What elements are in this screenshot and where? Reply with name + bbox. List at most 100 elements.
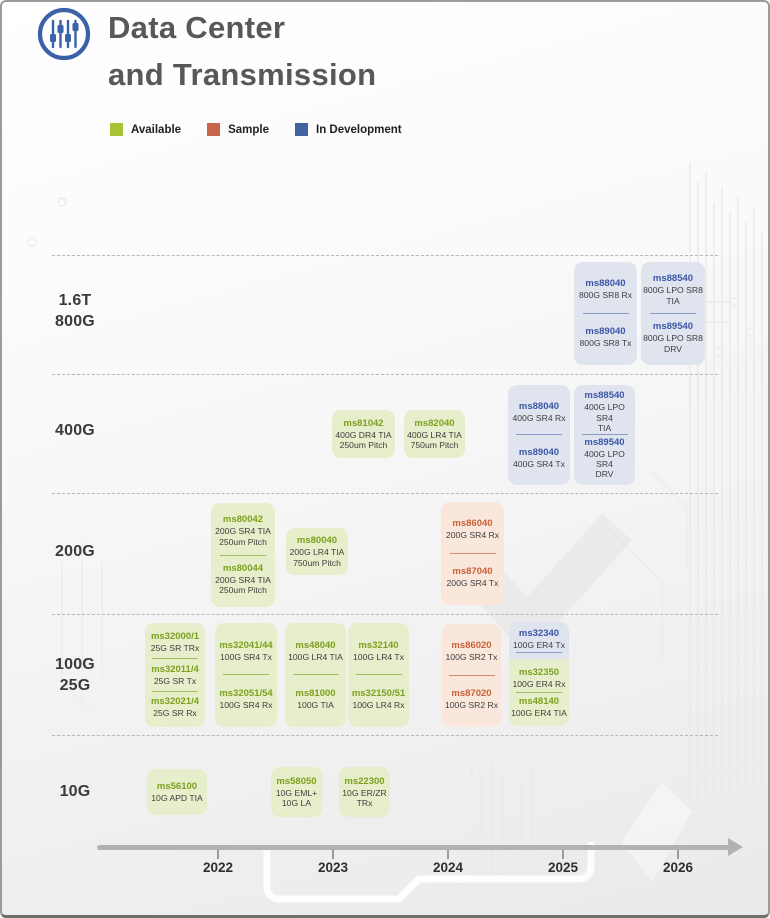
part-description: 10G APD TIA	[151, 792, 203, 803]
page-title: Data Center and Transmission	[108, 4, 376, 98]
part-description: 100G SR4 Rx	[219, 699, 273, 710]
product-card-100g-er4: ms32340 100G ER4 Tx ms32350 100G ER4 Rx …	[509, 622, 569, 726]
part-description: 100G LR4 Rx	[352, 699, 405, 710]
product-entry: ms32340 100G ER4 Tx	[513, 628, 565, 650]
part-number: ms86040	[452, 518, 493, 530]
product-entry: ms56100 10G APD TIA	[151, 781, 202, 803]
entry-divider	[355, 674, 402, 676]
product-entry: ms88540 400G LPO SR4 TIA	[576, 390, 633, 433]
row-separator	[52, 735, 718, 736]
part-number: ms32041/44	[219, 639, 273, 651]
entry-divider	[152, 690, 198, 692]
timeline-arrowhead-icon	[728, 838, 743, 856]
title-line-1: Data Center	[108, 10, 286, 45]
entry-divider	[582, 312, 629, 314]
year-label-2023: 2023	[317, 860, 349, 875]
product-entry: ms80044 200G SR4 TIA 250um Pitch	[215, 563, 271, 596]
part-description: 400G LPO SR4 DRV	[584, 448, 625, 480]
product-card-400g-lpo-sr4: ms88540 400G LPO SR4 TIA ms89540 400G LP…	[574, 385, 635, 485]
mixer-sliders-icon	[37, 7, 91, 61]
legend-label: Sample	[228, 123, 269, 136]
part-number: ms86020	[451, 640, 492, 652]
part-description: 100G SR2 Tx	[445, 652, 498, 663]
part-description: 25G SR Rx	[153, 708, 197, 719]
product-card-400g-sr4: ms88040 400G SR4 Rx ms89040 400G SR4 Tx	[508, 385, 570, 485]
product-card-10g-eml-la: ms58050 10G EML+ 10G LA	[271, 767, 322, 817]
row-separator	[52, 255, 718, 256]
product-entry: ms48040 100G LR4 TIA	[288, 640, 343, 662]
part-number: ms88040	[518, 400, 560, 412]
part-description: 800G SR8 Tx	[579, 338, 632, 349]
part-number: ms32140	[358, 639, 399, 651]
axis-tick	[677, 850, 679, 859]
legend: Available Sample In Development	[110, 123, 402, 136]
row-label-100g-25g: 100G 25G	[55, 656, 95, 694]
part-number: ms48140	[518, 696, 560, 708]
product-card-800g-sr8: ms88040 800G SR8 Rx ms89040 800G SR8 Tx	[574, 262, 637, 365]
product-entry: ms82040 400G LR4 TIA 750um Pitch	[407, 418, 462, 451]
part-number: ms80042	[222, 514, 264, 526]
part-description: 100G ER4 Rx	[512, 678, 566, 689]
product-entry: ms32350 100G ER4 Rx	[512, 667, 565, 689]
part-description: 200G SR4 Rx	[445, 530, 500, 541]
legend-label: Available	[131, 123, 182, 136]
product-entry: ms81000 100G TIA	[295, 688, 335, 710]
part-number: ms89540	[584, 436, 625, 448]
part-description: 800G LPO SR8 DRV	[643, 333, 703, 354]
part-number: ms32051/54	[219, 687, 273, 699]
product-entry: ms80040 200G LR4 TIA 750um Pitch	[290, 535, 345, 568]
part-description: 100G TIA	[297, 699, 334, 710]
product-entry: ms88040 800G SR8 Rx	[579, 278, 632, 300]
row-label-400g: 400G	[55, 422, 95, 439]
part-number: ms32021/4	[150, 696, 200, 708]
product-entry: ms89540 400G LPO SR4 DRV	[576, 437, 633, 480]
entry-divider	[223, 674, 269, 676]
product-entry: ms86040 200G SR4 Rx	[446, 518, 499, 540]
part-description: 400G SR4 Tx	[513, 458, 565, 469]
part-number: ms89040	[585, 326, 626, 338]
product-entry: ms32041/44 100G SR4 Tx	[219, 640, 272, 662]
in-development-swatch-icon	[295, 123, 308, 136]
part-description: 400G SR4 Rx	[512, 412, 566, 423]
part-description: 100G LR4 TIA	[288, 651, 343, 662]
product-entry: ms32000/1 25G SR TRx	[151, 631, 200, 653]
part-number: ms22300	[344, 775, 385, 787]
part-number: ms88540	[584, 390, 625, 402]
entry-divider	[516, 652, 562, 654]
part-number: ms89040	[518, 446, 560, 458]
part-description: 200G SR4 TIA 250um Pitch	[215, 574, 271, 596]
part-description: 200G LR4 TIA 750um Pitch	[289, 547, 345, 568]
entry-divider	[650, 313, 696, 314]
part-number: ms80044	[222, 562, 264, 574]
entry-divider	[516, 692, 562, 694]
product-entry: ms89040 800G SR8 Tx	[580, 326, 632, 348]
product-entry: ms32051/54 100G SR4 Rx	[219, 688, 272, 710]
part-description: 25G SR TRx	[150, 643, 200, 654]
product-card-10g-er-zr: ms22300 10G ER/ZR TRx	[339, 767, 390, 817]
part-description: 200G SR4 Tx	[446, 578, 499, 589]
legend-item-sample: Sample	[207, 123, 269, 136]
product-entry: ms87020 100G SR2 Rx	[445, 688, 498, 710]
part-number: ms32000/1	[150, 631, 200, 643]
part-number: ms32150/51	[351, 687, 406, 699]
product-entry: ms32140 100G LR4 Tx	[353, 640, 404, 662]
part-number: ms48040	[295, 639, 336, 651]
entry-divider	[220, 554, 266, 556]
row-separator	[52, 374, 718, 375]
part-number: ms88040	[585, 278, 626, 290]
entry-divider	[449, 552, 496, 554]
legend-item-available: Available	[110, 123, 181, 136]
legend-item-in-development: In Development	[295, 123, 402, 136]
part-number: ms32340	[518, 627, 560, 639]
part-description: 400G LPO SR4 TIA	[584, 402, 625, 433]
part-number: ms32350	[518, 666, 560, 678]
entry-divider	[516, 434, 562, 436]
product-entry: ms86020 100G SR2 Tx	[446, 640, 498, 662]
part-number: ms80040	[296, 535, 338, 547]
product-card-400g-lr4-tia: ms82040 400G LR4 TIA 750um Pitch	[404, 410, 465, 458]
part-number: ms89540	[652, 321, 694, 333]
part-number: ms81042	[343, 417, 384, 429]
product-card-200g-sr4-tia: ms80042 200G SR4 TIA 250um Pitch ms80044…	[211, 503, 275, 607]
part-number: ms87020	[451, 688, 492, 700]
product-card-100g-lr4: ms32140 100G LR4 Tx ms32150/51 100G LR4 …	[348, 623, 409, 727]
